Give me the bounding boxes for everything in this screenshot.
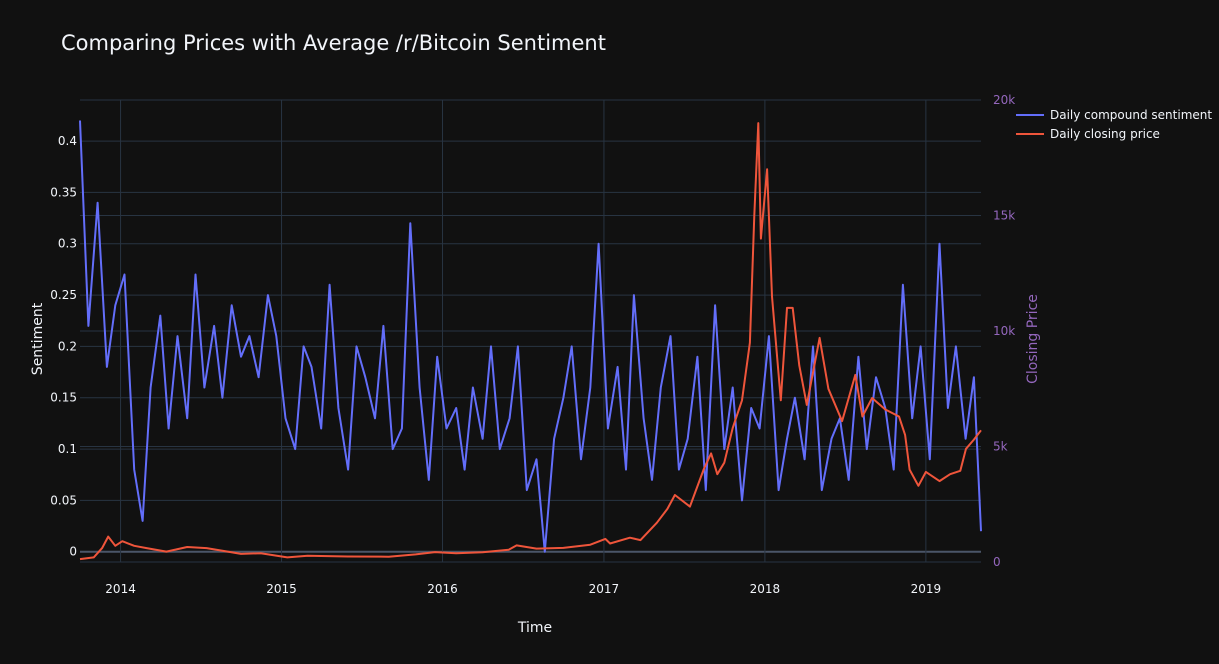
- y-tick-label: 0.3: [58, 237, 77, 251]
- axis-layer: 0 0.05 0.1 0.15 0.2 0.25 0.3 0.35 0.4 0 5k 10k 15k 20…: [50, 93, 1015, 596]
- x-axis-title: Time: [517, 620, 552, 636]
- price-series-line: [79, 122, 982, 561]
- y-tick-label: 0.4: [58, 134, 77, 148]
- y-tick-label: 0.1: [58, 442, 77, 456]
- y2-tick-label: 5k: [993, 440, 1008, 454]
- sentiment-series-line: [79, 120, 982, 553]
- x-tick-label: 2019: [911, 582, 942, 596]
- y2-axis-title: Closing Price: [1025, 294, 1041, 384]
- x-tick-label: 2018: [750, 582, 781, 596]
- chart-title: Comparing Prices with Average /r/Bitcoin…: [61, 31, 606, 55]
- x-tick-label: 2015: [266, 582, 297, 596]
- y2-tick-label: 0: [993, 555, 1001, 569]
- y-tick-label: 0.15: [50, 391, 77, 405]
- y-tick-label: 0.05: [50, 493, 77, 507]
- y-tick-label: 0: [69, 545, 77, 559]
- y-axis-title: Sentiment: [30, 302, 46, 375]
- y2-tick-label: 20k: [993, 93, 1015, 107]
- y-tick-label: 0.2: [58, 339, 77, 353]
- x-tick-label: 2014: [105, 582, 136, 596]
- x-tick-label: 2016: [427, 582, 458, 596]
- legend: Daily compound sentiment Daily closing p…: [1016, 108, 1212, 141]
- y2-tick-label: 15k: [993, 209, 1015, 223]
- legend-item-sentiment[interactable]: Daily compound sentiment: [1016, 108, 1212, 122]
- legend-label-price: Daily closing price: [1050, 127, 1160, 141]
- y-tick-label: 0.35: [50, 185, 77, 199]
- x-tick-label: 2017: [589, 582, 620, 596]
- y-tick-label: 0.25: [50, 288, 77, 302]
- legend-item-price[interactable]: Daily closing price: [1016, 127, 1160, 141]
- series-layer: [79, 120, 982, 561]
- y2-tick-label: 10k: [993, 324, 1015, 338]
- legend-label-sentiment: Daily compound sentiment: [1050, 108, 1212, 122]
